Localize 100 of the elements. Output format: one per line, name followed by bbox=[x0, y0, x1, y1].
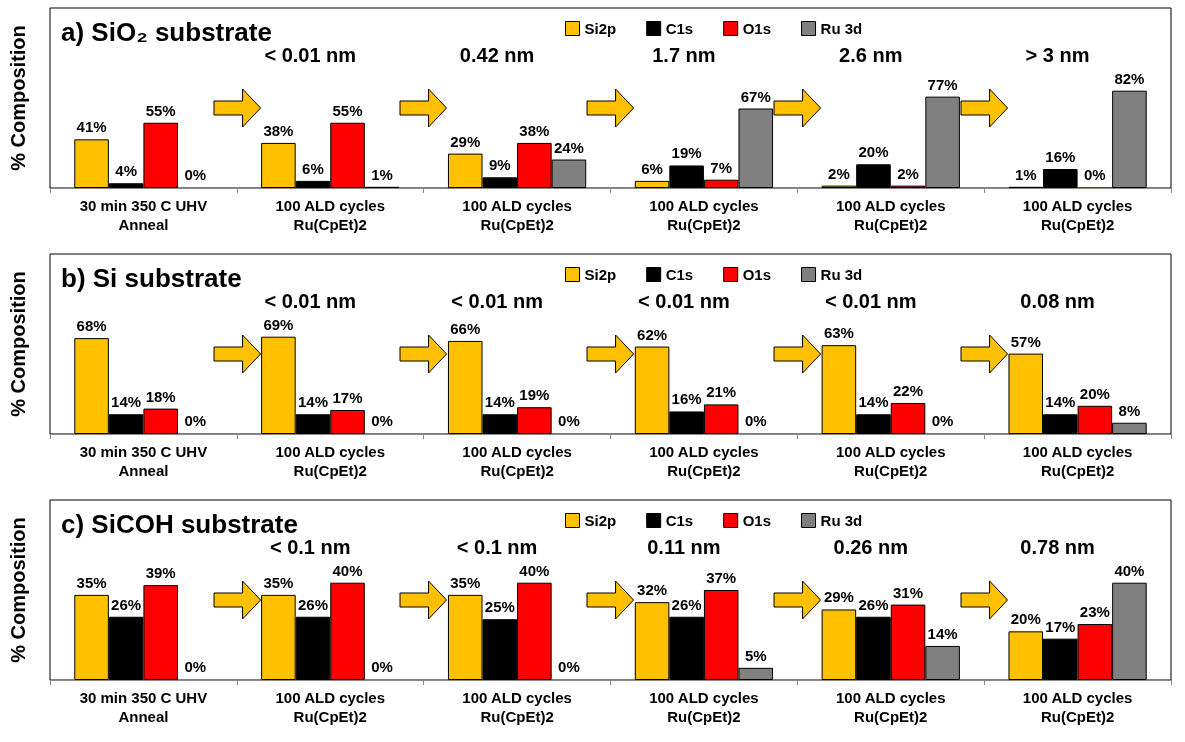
data-label: 1% bbox=[1014, 165, 1037, 183]
data-label: 0% bbox=[931, 412, 954, 429]
data-label: 0% bbox=[744, 412, 767, 429]
data-label: 14% bbox=[927, 624, 958, 642]
data-label: 40% bbox=[332, 561, 363, 579]
text: 0.26 nm bbox=[833, 536, 908, 559]
text: 0.78 nm bbox=[1020, 536, 1095, 559]
data-label: 20% bbox=[1010, 610, 1041, 628]
data-label: 14% bbox=[1045, 393, 1076, 411]
data-label: 63% bbox=[823, 324, 854, 342]
data-label: 0% bbox=[371, 412, 393, 429]
data-label: 6% bbox=[302, 159, 324, 177]
x-tick-label: 100 ALD cycles Ru(CpEt)2 bbox=[275, 689, 386, 725]
text: < 0.01 nm bbox=[264, 290, 357, 313]
y-axis-title: % Composition bbox=[7, 25, 29, 171]
legend-label: Ru 3d bbox=[820, 20, 863, 37]
data-label: 17% bbox=[1045, 617, 1076, 635]
text: 0.08 nm bbox=[1020, 290, 1095, 313]
legend-label: O1s bbox=[742, 512, 772, 529]
data-label: 0% bbox=[1084, 166, 1106, 183]
data-label: 14% bbox=[111, 393, 142, 411]
legend-label: Si2p bbox=[584, 512, 617, 529]
legend-label: O1s bbox=[742, 20, 772, 37]
text: < 0.01 nm bbox=[638, 290, 730, 313]
x-tick-label: 100 ALD cycles Ru(CpEt)2 bbox=[1022, 197, 1133, 233]
data-label: 29% bbox=[450, 132, 481, 150]
data-label: 35% bbox=[76, 573, 107, 591]
legend-label: C1s bbox=[665, 266, 694, 283]
data-label: 9% bbox=[488, 156, 511, 174]
chart-title: b) Si substrate bbox=[61, 263, 242, 293]
text: 0.42 nm bbox=[459, 44, 535, 67]
chart-title: a) SiO₂ substrate bbox=[61, 17, 272, 47]
data-label: 40% bbox=[519, 561, 550, 579]
x-tick-label: 100 ALD cycles Ru(CpEt)2 bbox=[649, 197, 759, 233]
legend-label: Ru 3d bbox=[820, 266, 863, 283]
data-label: 2% bbox=[828, 164, 850, 182]
data-label: 41% bbox=[76, 118, 107, 136]
y-axis-title: % Composition bbox=[7, 517, 29, 663]
data-label: 7% bbox=[710, 158, 733, 176]
data-label: 35% bbox=[450, 573, 481, 591]
text: 2.6 nm bbox=[839, 44, 903, 67]
legend-label: C1s bbox=[665, 20, 694, 37]
x-tick-label: 30 min 350 C UHV Anneal bbox=[79, 197, 208, 233]
data-label: 17% bbox=[332, 389, 363, 407]
data-label: 23% bbox=[1079, 603, 1110, 621]
data-label: 29% bbox=[823, 588, 854, 606]
data-label: 40% bbox=[1114, 561, 1145, 579]
legend-label: Si2p bbox=[584, 20, 617, 37]
data-label: 67% bbox=[740, 87, 771, 105]
data-label: 38% bbox=[263, 121, 294, 139]
x-tick-label: 100 ALD cycles Ru(CpEt)2 bbox=[835, 689, 946, 725]
data-label: 69% bbox=[263, 315, 294, 333]
data-label: 20% bbox=[1079, 384, 1110, 402]
data-label: 6% bbox=[641, 159, 663, 177]
x-tick-label: 100 ALD cycles Ru(CpEt)2 bbox=[1022, 443, 1133, 479]
data-label: 0% bbox=[558, 412, 580, 429]
data-label: 26% bbox=[297, 595, 328, 613]
x-tick-label: 100 ALD cycles Ru(CpEt)2 bbox=[649, 443, 759, 479]
data-label: 38% bbox=[519, 121, 550, 139]
data-label: 26% bbox=[858, 595, 889, 613]
data-label: 18% bbox=[145, 387, 176, 405]
text: < 0.01 nm bbox=[824, 290, 917, 313]
data-label: 5% bbox=[744, 646, 767, 664]
data-label: 1% bbox=[371, 165, 393, 183]
data-label: 16% bbox=[1045, 148, 1076, 166]
data-label: 0% bbox=[558, 658, 580, 675]
data-label: 14% bbox=[297, 393, 328, 411]
data-label: 66% bbox=[450, 319, 481, 337]
text: < 0.1 nm bbox=[269, 536, 351, 559]
x-tick-label: 100 ALD cycles Ru(CpEt)2 bbox=[649, 689, 759, 725]
data-label: 57% bbox=[1010, 332, 1041, 350]
x-tick-label: 30 min 350 C UHV Anneal bbox=[79, 689, 208, 725]
data-label: 68% bbox=[76, 317, 107, 335]
data-label: 55% bbox=[332, 101, 363, 119]
data-label: 14% bbox=[858, 393, 889, 411]
x-tick-label: 100 ALD cycles Ru(CpEt)2 bbox=[462, 689, 572, 725]
data-label: 8% bbox=[1118, 401, 1141, 419]
data-label: 19% bbox=[519, 386, 550, 404]
legend-label: Si2p bbox=[584, 266, 617, 283]
chart-title: c) SiCOH substrate bbox=[61, 509, 298, 539]
data-label: 82% bbox=[1114, 69, 1145, 87]
data-label: 25% bbox=[484, 598, 515, 616]
data-label: 26% bbox=[111, 595, 142, 613]
data-label: 0% bbox=[184, 658, 207, 675]
x-tick-label: 100 ALD cycles Ru(CpEt)2 bbox=[275, 443, 386, 479]
text: 0.11 nm bbox=[647, 536, 721, 559]
text: < 0.1 nm bbox=[456, 536, 538, 559]
text: > 3 nm bbox=[1025, 44, 1090, 67]
data-label: 35% bbox=[263, 573, 294, 591]
text: < 0.01 nm bbox=[264, 44, 357, 67]
data-label: 39% bbox=[145, 564, 176, 582]
data-label: 21% bbox=[706, 383, 737, 401]
data-label: 26% bbox=[671, 595, 702, 613]
data-label: 22% bbox=[893, 381, 924, 399]
data-label: 2% bbox=[897, 164, 919, 182]
data-label: 62% bbox=[637, 325, 668, 343]
data-label: 20% bbox=[858, 143, 889, 161]
data-label: 32% bbox=[637, 581, 668, 599]
data-label: 14% bbox=[484, 393, 515, 411]
data-label: 77% bbox=[927, 75, 958, 93]
